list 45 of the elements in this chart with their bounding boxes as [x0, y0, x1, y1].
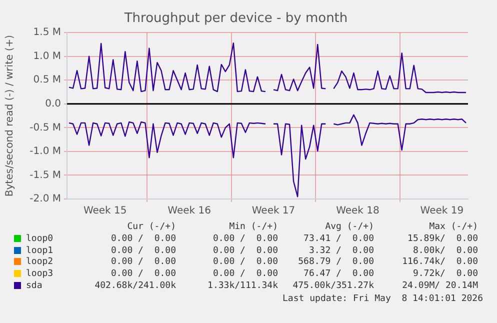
text: Cur (-/+)	[127, 221, 176, 233]
text: 0.00 / 0.00	[212, 233, 278, 245]
y-tick-label: -0.5 M	[30, 122, 61, 134]
text: 475.00k/351.27k	[292, 280, 374, 292]
x-tick-label: Week 15	[83, 206, 127, 217]
text: 0.00 / 0.00	[212, 256, 278, 268]
legend-label: sda	[26, 280, 42, 292]
x-tick-label: Week 16	[168, 206, 211, 217]
text: 0.00 / 0.00	[110, 233, 176, 245]
legend-label: loop2	[26, 256, 54, 268]
text: 8.00k/ 0.00	[412, 244, 478, 257]
text: 116.74k/ 0.00	[402, 256, 478, 268]
text: 73.41 / 0.00	[304, 233, 374, 245]
legend-label: loop1	[26, 244, 54, 257]
text: 9.72k/ 0.00	[412, 268, 478, 280]
text: 24.09M/ 20.14M	[402, 280, 478, 292]
y-tick-label: -2.0 M	[30, 194, 61, 205]
text: Min (-/+)	[229, 221, 278, 233]
text: 76.47 / 0.00	[304, 268, 374, 280]
y-tick-label: 0.0	[45, 98, 61, 110]
text: 0.00 / 0.00	[212, 244, 278, 257]
text: Avg (-/+)	[325, 221, 374, 233]
legend-label: loop0	[26, 233, 54, 245]
text: 3.32 / 0.00	[308, 244, 374, 257]
y-tick-label: 1.5 M	[33, 27, 61, 38]
text: 568.79 / 0.00	[298, 256, 374, 268]
text: 402.68k/241.00k	[94, 280, 176, 292]
y-tick-label: -1.0 M	[30, 146, 61, 158]
text: 15.89k/ 0.00	[408, 233, 478, 245]
y-tick-label: 1.0 M	[33, 50, 61, 62]
text: 0.00 / 0.00	[110, 268, 176, 280]
text: 0.00 / 0.00	[110, 244, 176, 257]
y-tick-label: 0.5 M	[33, 74, 61, 86]
y-axis-title: Bytes/second read (-) / write (+)	[4, 34, 16, 197]
text: Last update: Fri May 8 14:01:01 2026	[282, 292, 483, 304]
x-tick-label: Week 18	[336, 206, 380, 217]
x-tick-label: Week 19	[420, 206, 464, 217]
chart-title: Throughput per device - by month	[123, 11, 348, 26]
y-tick-label: -1.5 M	[30, 170, 61, 181]
legend-label: loop3	[26, 268, 54, 280]
x-tick-label: Week 17	[252, 206, 296, 217]
text: 0.00 / 0.00	[110, 256, 176, 268]
text: 1.33k/111.34k	[208, 280, 278, 292]
text: Max (-/+)	[429, 221, 478, 233]
text: 0.00 / 0.00	[212, 268, 278, 280]
